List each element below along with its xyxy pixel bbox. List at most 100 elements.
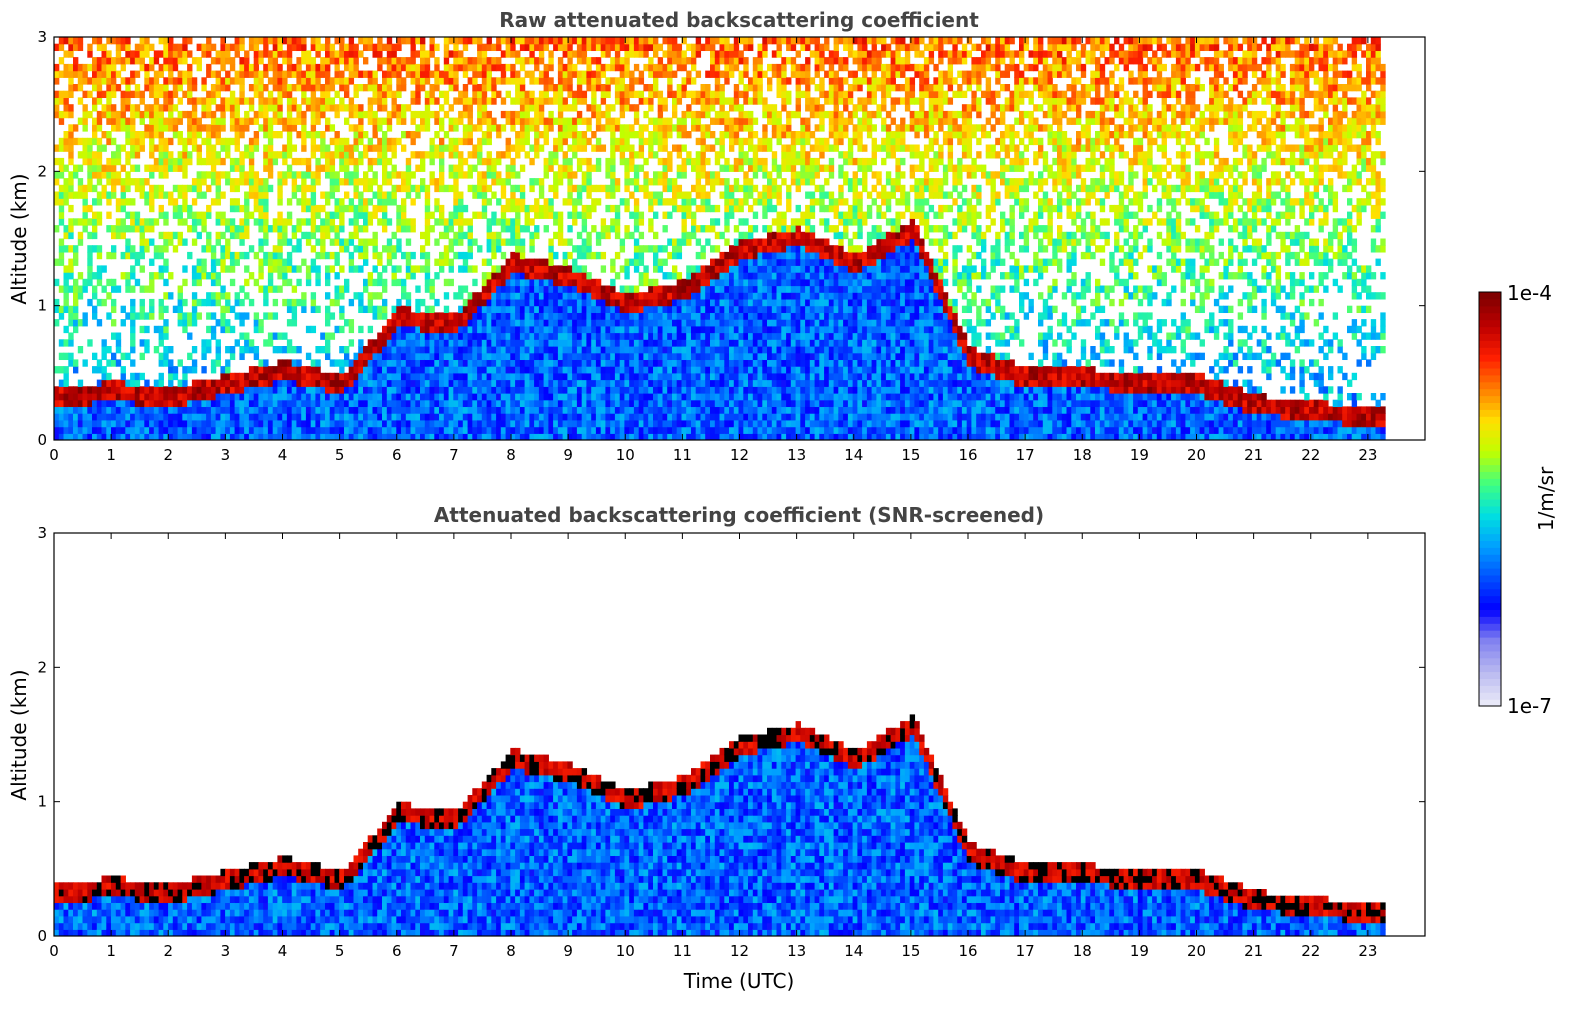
heatmap-cell (405, 57, 412, 65)
heatmap-cell (277, 366, 283, 374)
heatmap-cell (182, 157, 188, 166)
heatmap-cell (253, 117, 260, 125)
heatmap-cell (325, 218, 331, 226)
heatmap-cell (277, 433, 283, 440)
heatmap-cell (263, 251, 269, 260)
heatmap-cell (477, 379, 483, 387)
heatmap-cell (624, 265, 630, 273)
heatmap-cell (187, 117, 193, 125)
heatmap-cell (353, 104, 359, 112)
heatmap-cell (591, 164, 597, 172)
heatmap-cell (244, 426, 250, 434)
heatmap-cell (477, 386, 483, 394)
heatmap-cell (420, 110, 426, 119)
heatmap-cell (134, 50, 141, 58)
heatmap-cell (348, 393, 355, 401)
heatmap-cell (277, 359, 283, 367)
heatmap-cell (215, 379, 221, 387)
heatmap-cell (586, 359, 592, 367)
heatmap-cell (87, 63, 93, 72)
heatmap-cell (458, 50, 464, 58)
heatmap-cell (576, 319, 583, 327)
heatmap-cell (382, 285, 388, 293)
heatmap-cell (591, 110, 597, 119)
heatmap-cells (54, 37, 1386, 440)
heatmap-cell (187, 204, 193, 213)
heatmap-cell (282, 372, 288, 381)
heatmap-cell (220, 157, 226, 166)
heatmap-cell (415, 426, 421, 434)
heatmap-cell (581, 399, 588, 408)
heatmap-cell (277, 218, 283, 226)
heatmap-cell (196, 231, 202, 240)
heatmap-cell (77, 218, 84, 226)
heatmap-cell (510, 272, 516, 280)
heatmap-cell (477, 97, 483, 105)
heatmap-cell (453, 379, 459, 387)
heatmap-cell (215, 433, 221, 440)
heatmap-cell (462, 258, 469, 266)
heatmap-cell (491, 379, 497, 387)
heatmap-cell (391, 413, 397, 421)
heatmap-cell (196, 43, 202, 52)
heatmap-cell (553, 218, 559, 226)
heatmap-cell (610, 164, 616, 172)
heatmap-cell (248, 372, 255, 381)
heatmap-cell (467, 117, 473, 125)
heatmap-cell (481, 204, 488, 213)
heatmap-cell (277, 97, 283, 105)
heatmap-cell (234, 37, 240, 45)
heatmap-cell (344, 117, 350, 125)
heatmap-cell (572, 90, 578, 99)
heatmap-cell (73, 124, 79, 132)
heatmap-cell (510, 413, 516, 421)
heatmap-cell (296, 426, 302, 434)
heatmap-cell (515, 325, 521, 334)
heatmap-cell (548, 265, 554, 273)
heatmap-cell (576, 285, 583, 293)
heatmap-cell (301, 204, 307, 213)
heatmap-cell (548, 117, 554, 125)
heatmap-cell (420, 406, 426, 414)
heatmap-cell (115, 406, 122, 414)
heatmap-cell (334, 225, 340, 233)
heatmap-cell (515, 231, 521, 240)
heatmap-cell (553, 285, 559, 293)
heatmap-cell (115, 157, 122, 166)
heatmap-cell (248, 399, 255, 408)
heatmap-cell (191, 393, 198, 401)
heatmap-cell (453, 137, 459, 146)
heatmap-cell (277, 245, 283, 253)
heatmap-cell (144, 386, 150, 394)
heatmap-cell (153, 325, 160, 334)
heatmap-cell (106, 171, 112, 179)
heatmap-cell (168, 137, 174, 146)
heatmap-cell (619, 419, 626, 428)
heatmap-cell (510, 218, 516, 226)
heatmap-cell (220, 211, 226, 219)
heatmap-cell (401, 77, 407, 85)
heatmap-cell (443, 305, 450, 314)
heatmap-cell (448, 63, 454, 72)
heatmap-cell (229, 258, 236, 266)
heatmap-cell (605, 225, 611, 233)
heatmap-cell (515, 312, 521, 320)
heatmap-cell (391, 144, 397, 152)
heatmap-cell (191, 225, 198, 233)
heatmap-cell (58, 204, 65, 213)
panel-raw-title: Raw attenuated backscattering coefficien… (499, 8, 979, 32)
heatmap-cell (467, 37, 473, 45)
heatmap-cell (286, 63, 293, 72)
heatmap-cell (54, 157, 60, 166)
heatmap-cell (581, 184, 588, 193)
heatmap-cell (491, 366, 497, 374)
heatmap-cell (443, 332, 450, 340)
heatmap-cell (500, 151, 507, 159)
heatmap-cell (595, 144, 602, 152)
heatmap-cell (382, 339, 388, 347)
heatmap-cell (624, 325, 630, 334)
heatmap-cell (177, 413, 183, 421)
heatmap-cell (367, 184, 374, 193)
heatmap-cell (401, 117, 407, 125)
heatmap-cell (519, 37, 526, 45)
